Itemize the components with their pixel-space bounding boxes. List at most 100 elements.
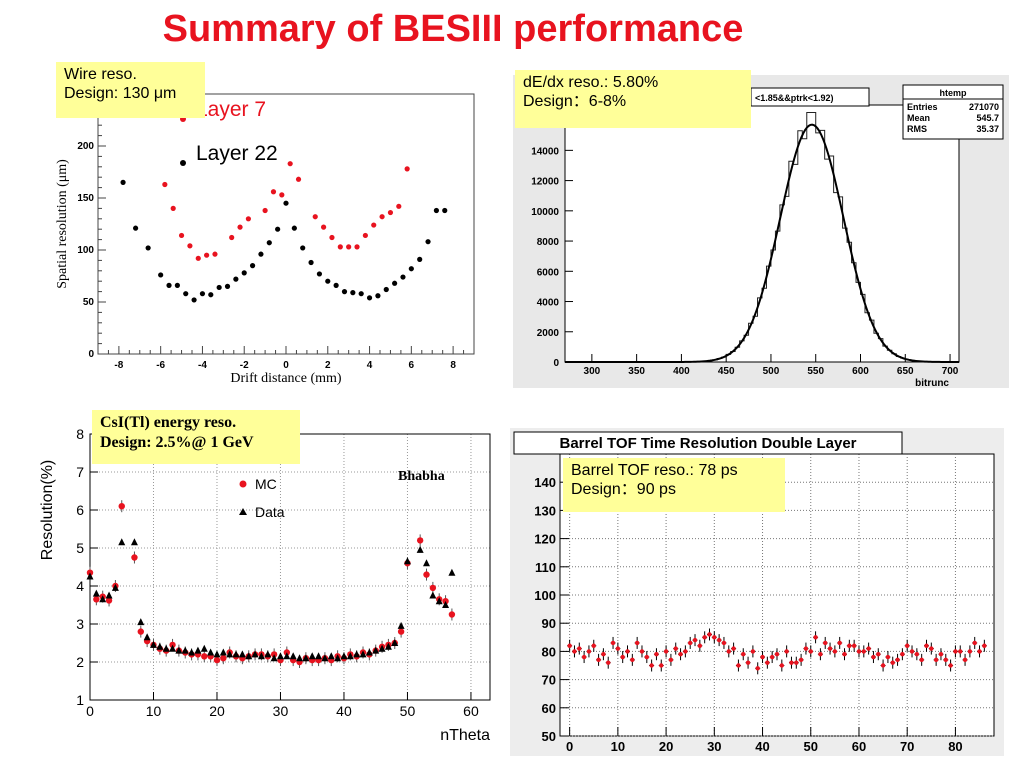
wire-point-layer22 <box>300 245 306 251</box>
tof-point <box>914 652 920 657</box>
tof-point <box>577 646 582 651</box>
dedx-resolution-note: dE/dx reso.: 5.80% Design：6-8% <box>515 70 751 128</box>
wire-point-layer22 <box>400 274 406 280</box>
csi-data-point <box>130 538 138 546</box>
tof-point <box>847 643 852 648</box>
dedx-cut-box <box>750 87 870 107</box>
csi-data-point <box>346 652 354 660</box>
csi-data-point <box>232 650 240 658</box>
tof-point <box>581 654 587 660</box>
csi-data-point <box>416 545 424 553</box>
wire-point-layer7 <box>212 251 218 257</box>
dedx-y-tick-label: 0 <box>553 358 559 369</box>
tof-y-tick-label: 50 <box>542 729 556 744</box>
tof-point <box>745 660 751 665</box>
wire-legend-label: Layer 7 <box>196 98 266 121</box>
csi-legend-label: MC <box>255 476 277 492</box>
csi-legend-label: Data <box>255 504 285 520</box>
wire-point-layer22 <box>425 239 431 245</box>
csi-mc-point <box>105 597 113 604</box>
csi-mc-point <box>93 596 100 603</box>
csi-data-point <box>391 639 399 646</box>
tof-y-tick-label: 140 <box>534 475 556 490</box>
csi-annotation-bhabha: Bhabha <box>398 469 445 484</box>
wire-y-tick-label: 0 <box>88 349 94 360</box>
csi-data-point <box>245 652 253 660</box>
tof-point <box>880 663 886 668</box>
tof-point <box>731 646 736 651</box>
dedx-cut-label: <1.85&&ptrk<1.92) <box>755 93 834 103</box>
wire-x-tick-label: -8 <box>114 360 123 371</box>
dedx-x-tick-label: 300 <box>584 366 601 377</box>
tof-point <box>755 666 760 671</box>
csi-mc-point <box>201 653 208 660</box>
dedx-y-tick-label: 4000 <box>537 298 560 309</box>
tof-point <box>741 652 746 657</box>
csi-mc-point <box>131 554 138 561</box>
wire-resolution-panel: -8 -6 -4 -2 0 2 4 6 8 0 50 100 150 200 Drift distance … <box>50 88 476 390</box>
csi-data-point <box>257 652 265 660</box>
dedx-stats-value: 271070 <box>969 102 999 112</box>
dedx-stats-box <box>902 84 1004 140</box>
tof-point <box>644 654 649 660</box>
tof-point <box>977 649 982 654</box>
dedx-plot-frame <box>564 104 960 363</box>
tof-point <box>823 640 828 646</box>
tof-point <box>856 649 862 654</box>
wire-point-layer22 <box>266 240 272 246</box>
tof-point <box>832 649 838 654</box>
csi-data-point <box>302 654 310 662</box>
tof-resolution-note: Barrel TOF reso.: 78 ps Design：90 ps <box>563 458 785 512</box>
tof-x-tick-label: 70 <box>900 739 914 754</box>
tof-point <box>726 649 731 654</box>
csi-y-tick-label: 5 <box>76 540 84 556</box>
csi-data-point <box>289 652 297 660</box>
tof-point <box>982 643 987 648</box>
csi-mc-point <box>213 656 221 664</box>
tof-point <box>659 663 664 668</box>
csi-x-tick-label: 50 <box>400 703 416 719</box>
wire-point-layer22 <box>350 290 356 296</box>
tof-title-box <box>513 431 903 455</box>
wire-point-layer22 <box>375 293 381 299</box>
wire-point-layer22 <box>316 271 323 277</box>
tof-point <box>953 649 958 654</box>
tof-point <box>712 635 717 640</box>
wire-point-layer7 <box>312 214 318 220</box>
tof-point <box>625 649 630 654</box>
tof-point <box>813 635 818 640</box>
tof-point <box>784 649 789 654</box>
csi-data-point <box>181 646 189 654</box>
wire-point-layer22 <box>275 226 281 232</box>
wire-point-layer22 <box>145 245 151 251</box>
csi-data-point <box>308 652 316 660</box>
dedx-x-tick-label: 450 <box>718 366 735 377</box>
csi-data-point <box>365 648 373 656</box>
csi-data-point <box>334 654 342 662</box>
tof-point <box>639 649 645 654</box>
dedx-x-tick-label: 400 <box>673 366 690 377</box>
csi-data-point <box>435 597 443 605</box>
wire-point-layer7 <box>170 205 176 211</box>
tof-point <box>789 660 794 665</box>
csi-mc-point <box>448 611 456 618</box>
tof-point <box>654 652 659 657</box>
dedx-x-tick-label: 600 <box>852 366 869 377</box>
csi-data-point <box>403 557 411 565</box>
wire-point-layer7 <box>321 224 327 230</box>
tof-point <box>909 649 915 654</box>
wire-x-tick-label: 2 <box>325 360 331 371</box>
wire-point-layer22 <box>216 284 222 291</box>
csi-data-point <box>321 654 329 662</box>
csi-mc-point <box>137 628 144 635</box>
tof-x-tick-label: 80 <box>948 739 962 754</box>
csi-x-tick-label: 0 <box>86 703 94 719</box>
tof-y-tick-label: 110 <box>535 560 556 575</box>
dedx-stats-title: htemp <box>940 88 968 98</box>
dedx-x-tick-label: 650 <box>897 366 914 377</box>
csi-data-point <box>442 601 450 608</box>
tof-x-tick-label: 50 <box>804 739 818 754</box>
csi-x-tick-label: 30 <box>273 703 289 719</box>
tof-point <box>962 657 968 663</box>
wire-point-layer7 <box>404 166 410 172</box>
